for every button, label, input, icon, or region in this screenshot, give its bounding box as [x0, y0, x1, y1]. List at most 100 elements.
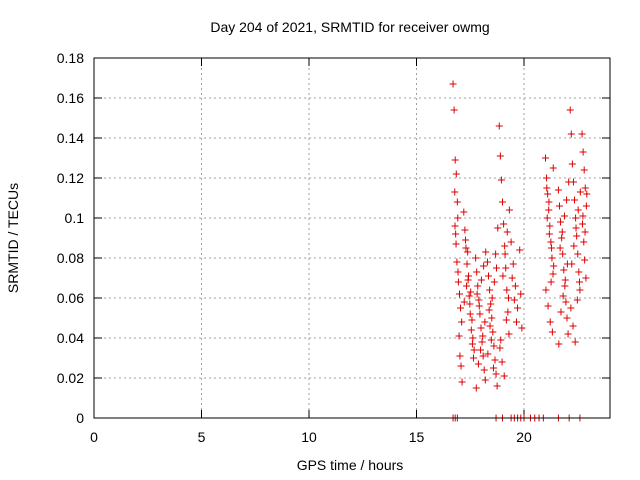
data-point	[544, 190, 552, 198]
data-point	[492, 370, 500, 378]
data-point	[543, 174, 551, 182]
data-point	[450, 106, 458, 114]
data-point	[575, 278, 583, 286]
data-point	[465, 292, 473, 300]
data-point	[567, 130, 575, 138]
data-point	[454, 214, 462, 222]
data-point	[557, 308, 565, 316]
data-point	[491, 356, 499, 364]
y-tick-label: 0.02	[57, 370, 84, 386]
data-point	[494, 224, 502, 232]
data-point	[451, 188, 459, 196]
data-point	[493, 382, 501, 390]
data-point	[472, 384, 480, 392]
data-point	[475, 296, 483, 304]
data-point	[572, 224, 580, 232]
data-point	[477, 324, 485, 332]
data-point	[454, 268, 462, 276]
data-point	[469, 334, 477, 342]
data-point	[550, 262, 558, 270]
data-point	[484, 350, 492, 358]
data-point	[501, 242, 509, 250]
data-point	[478, 338, 486, 346]
chart-title: Day 204 of 2021, SRMTID for receiver owm…	[210, 19, 489, 35]
y-tick-label: 0.16	[57, 90, 84, 106]
data-point	[574, 206, 582, 214]
data-point	[517, 290, 525, 298]
data-point	[567, 304, 575, 312]
data-point	[475, 302, 483, 310]
data-point	[556, 244, 564, 252]
data-point	[560, 212, 568, 220]
data-point	[470, 346, 478, 354]
data-point	[477, 276, 485, 284]
data-point	[563, 196, 571, 204]
y-tick-label: 0	[76, 410, 84, 426]
data-point	[455, 332, 463, 340]
data-point	[496, 344, 504, 352]
x-tick-label: 5	[198, 429, 206, 445]
data-point	[568, 260, 576, 268]
data-point	[468, 340, 476, 348]
data-point	[453, 258, 461, 266]
y-tick-label: 0.06	[57, 290, 84, 306]
data-point	[558, 228, 566, 236]
y-tick-label: 0.08	[57, 250, 84, 266]
data-point	[554, 186, 562, 194]
data-point	[456, 290, 463, 298]
data-point	[557, 218, 565, 226]
data-point	[460, 208, 468, 216]
data-point	[486, 322, 494, 330]
data-point	[512, 318, 520, 326]
data-point	[564, 330, 572, 338]
data-point	[514, 304, 522, 312]
data-point	[495, 122, 503, 130]
data-point	[485, 306, 493, 314]
data-point	[489, 328, 497, 336]
data-point	[496, 152, 504, 160]
data-point	[467, 288, 475, 296]
data-point	[488, 314, 496, 322]
data-point	[504, 308, 512, 316]
data-point	[464, 248, 472, 256]
data-point	[582, 274, 590, 282]
data-point	[568, 160, 576, 168]
data-point	[542, 154, 549, 162]
data-point	[480, 262, 488, 270]
data-point	[474, 360, 482, 368]
data-point	[490, 278, 498, 286]
data-point	[482, 248, 490, 256]
data-point	[561, 276, 569, 284]
data-point	[571, 196, 579, 204]
data-point	[503, 286, 511, 294]
data-point	[579, 148, 587, 156]
data-point	[492, 250, 500, 258]
data-point	[549, 164, 557, 172]
data-point	[507, 238, 515, 246]
y-tick-label: 0.12	[57, 170, 84, 186]
data-point	[581, 256, 589, 264]
data-point	[497, 336, 505, 344]
data-point	[487, 300, 495, 308]
data-point	[501, 250, 509, 258]
data-point	[560, 266, 568, 274]
data-point	[490, 342, 498, 350]
data-point	[498, 358, 506, 366]
data-point	[458, 378, 466, 386]
data-point	[545, 198, 553, 206]
tick-layer: 0 0.02 0.04 0.06 0.08 0.1 0.12 0.14 0.16 0.18 0 5 10…	[57, 50, 610, 445]
data-point	[569, 178, 577, 186]
grid-layer	[94, 58, 610, 418]
data-point	[545, 206, 553, 214]
data-point	[451, 222, 459, 230]
data-point	[573, 232, 581, 240]
data-point	[555, 202, 563, 210]
data-point	[547, 278, 555, 286]
data-point	[572, 214, 580, 222]
data-point	[576, 188, 584, 196]
data-point	[452, 170, 460, 178]
data-point	[518, 324, 526, 332]
data-point	[473, 268, 481, 276]
data-point	[499, 198, 506, 206]
